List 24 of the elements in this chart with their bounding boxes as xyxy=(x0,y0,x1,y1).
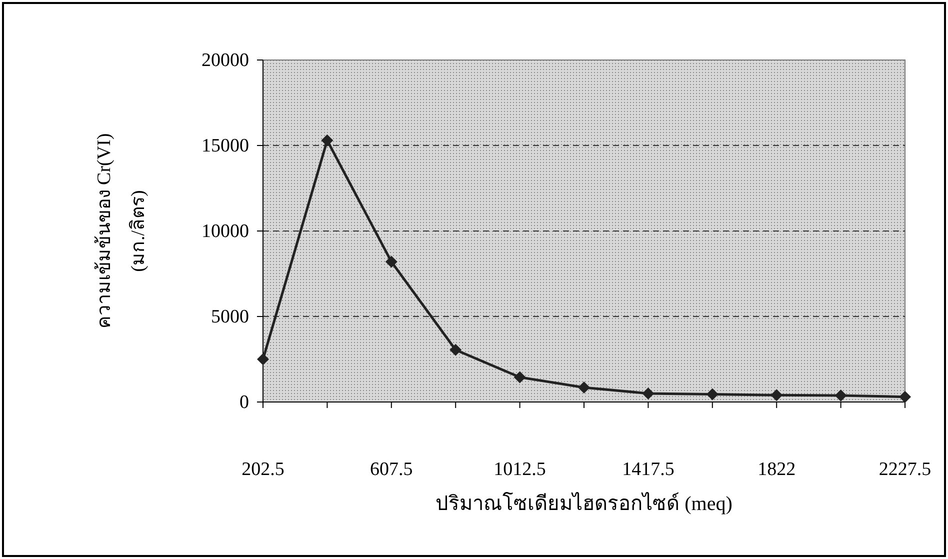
point xyxy=(770,389,783,402)
y-tick-label: 10000 xyxy=(202,221,249,242)
point xyxy=(257,353,269,366)
point xyxy=(514,371,526,384)
y-axis-title: ความเข้มข้นของ Cr(VI) (มก./ลิตร) xyxy=(94,133,149,329)
x-tick-label: 1822 xyxy=(758,459,796,480)
point xyxy=(385,256,398,268)
x-tick-label: 202.5 xyxy=(242,459,284,480)
y-tick-label: 5000 xyxy=(211,306,249,328)
point xyxy=(450,344,462,356)
x-tick-label: 1012.5 xyxy=(494,459,546,480)
y-tick-label: 15000 xyxy=(202,136,249,156)
point xyxy=(321,134,334,146)
x-tick-label: 1417.5 xyxy=(622,459,674,480)
x-tick-label: 607.5 xyxy=(370,459,413,480)
x-axis-title: ปริมาณโซเดียมไฮดรอกไซด์ (meq) xyxy=(436,492,732,515)
x-tick-label: 2227.5 xyxy=(878,459,932,480)
point xyxy=(706,388,718,400)
point xyxy=(899,390,911,403)
point xyxy=(642,387,654,400)
point xyxy=(578,381,590,394)
y-tick-label: 0 xyxy=(240,392,249,413)
point xyxy=(834,390,847,402)
y-tick-label: 20000 xyxy=(202,50,249,71)
